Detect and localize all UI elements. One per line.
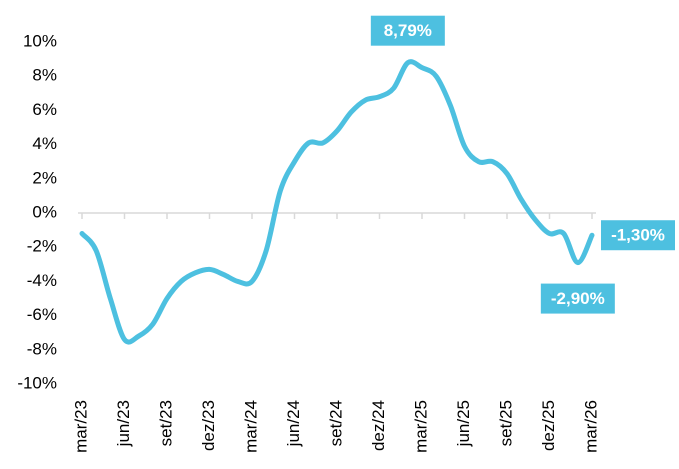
value-label-box [601, 220, 675, 251]
value-label-box [370, 15, 445, 46]
y-tick-label: 10% [23, 31, 57, 50]
value-label-text: -1,30% [611, 226, 665, 245]
value-label: -1,30% [601, 220, 675, 251]
value-label-text: 8,79% [384, 21, 432, 40]
y-tick-label: 6% [32, 100, 57, 119]
x-tick-label: mar/23 [71, 400, 90, 453]
x-tick-label: jun/23 [114, 400, 133, 447]
x-tick-label: dez/25 [539, 400, 558, 451]
y-tick-label: -10% [17, 373, 57, 392]
x-tick-label: set/24 [326, 400, 345, 446]
x-tick-label: mar/24 [241, 400, 260, 453]
x-tick-label: set/23 [156, 400, 175, 446]
value-label-box [540, 283, 615, 314]
x-tick-label: mar/26 [581, 400, 600, 453]
x-tick-label: dez/24 [369, 400, 388, 451]
value-label-text: -2,90% [551, 289, 605, 308]
y-tick-label: -8% [27, 339, 57, 358]
y-tick-label: 0% [32, 202, 57, 221]
y-tick-label: 2% [32, 168, 57, 187]
x-tick-label: jun/24 [284, 400, 303, 447]
value-label: 8,79% [370, 15, 445, 46]
y-tick-label: -6% [27, 305, 57, 324]
x-tick-label: mar/25 [411, 400, 430, 453]
line [79, 59, 595, 345]
x-tick-label: set/25 [496, 400, 515, 446]
x-tick-label: dez/23 [199, 400, 218, 451]
value-label: -2,90% [540, 283, 615, 314]
y-tick-label: -4% [27, 271, 57, 290]
y-tick-label: 8% [32, 66, 57, 85]
x-tick-label: jun/25 [454, 400, 473, 447]
y-tick-label: 4% [32, 134, 57, 153]
y-tick-label: -2% [27, 237, 57, 256]
